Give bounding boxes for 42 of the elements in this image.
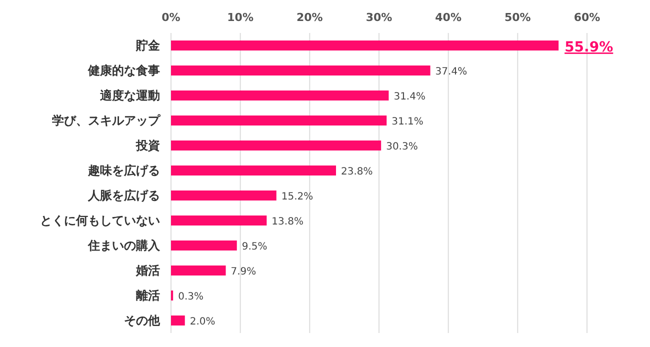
y-tick-label: 趣味を広げる [87, 164, 160, 178]
bar [171, 190, 276, 200]
data-label: 2.0% [190, 316, 216, 328]
data-label: 37.4% [435, 66, 468, 78]
y-tick-label: 投資 [135, 138, 160, 152]
bar [171, 140, 382, 150]
y-tick-label: とくに何もしていない [40, 214, 160, 228]
data-label: 9.5% [242, 242, 268, 252]
data-label: 7.9% [230, 266, 256, 278]
x-tick-label: 30% [366, 11, 392, 24]
y-tick-label: 人脈を広げる [87, 188, 160, 202]
bar [171, 240, 237, 250]
y-tick-label: 健康的な食事 [87, 64, 160, 78]
y-tick-label: その他 [124, 314, 161, 328]
y-tick-label: 婚活 [135, 264, 160, 278]
x-tick-label: 50% [504, 11, 531, 24]
bar [171, 90, 389, 100]
x-tick-label: 40% [435, 11, 462, 24]
bar [171, 266, 226, 276]
data-label: 0.3% [178, 292, 204, 302]
data-label: 31.1% [392, 116, 424, 128]
bar [171, 66, 430, 76]
x-tick-label: 20% [296, 11, 323, 24]
y-tick-label: 適度な運動 [99, 88, 160, 102]
x-tick-label: 0% [162, 11, 180, 24]
data-label: 30.3% [386, 142, 418, 152]
bar [171, 216, 267, 226]
data-label: 55.9% [564, 40, 614, 56]
data-label: 15.2% [281, 192, 314, 202]
y-tick-label: 住まいの購入 [87, 238, 161, 252]
x-tick-label: 60% [574, 11, 600, 24]
data-label: 13.8% [272, 216, 304, 228]
y-tick-label: 貯金 [135, 38, 161, 52]
bar [171, 316, 185, 326]
y-tick-label: 離活 [135, 288, 160, 302]
x-tick-label: 10% [227, 11, 254, 24]
data-label: 23.8% [341, 166, 373, 178]
bar [171, 166, 336, 176]
bar [171, 40, 559, 50]
y-tick-label: 学び、スキルアップ [52, 114, 161, 128]
bar [171, 116, 387, 126]
data-label: 31.4% [394, 92, 426, 102]
